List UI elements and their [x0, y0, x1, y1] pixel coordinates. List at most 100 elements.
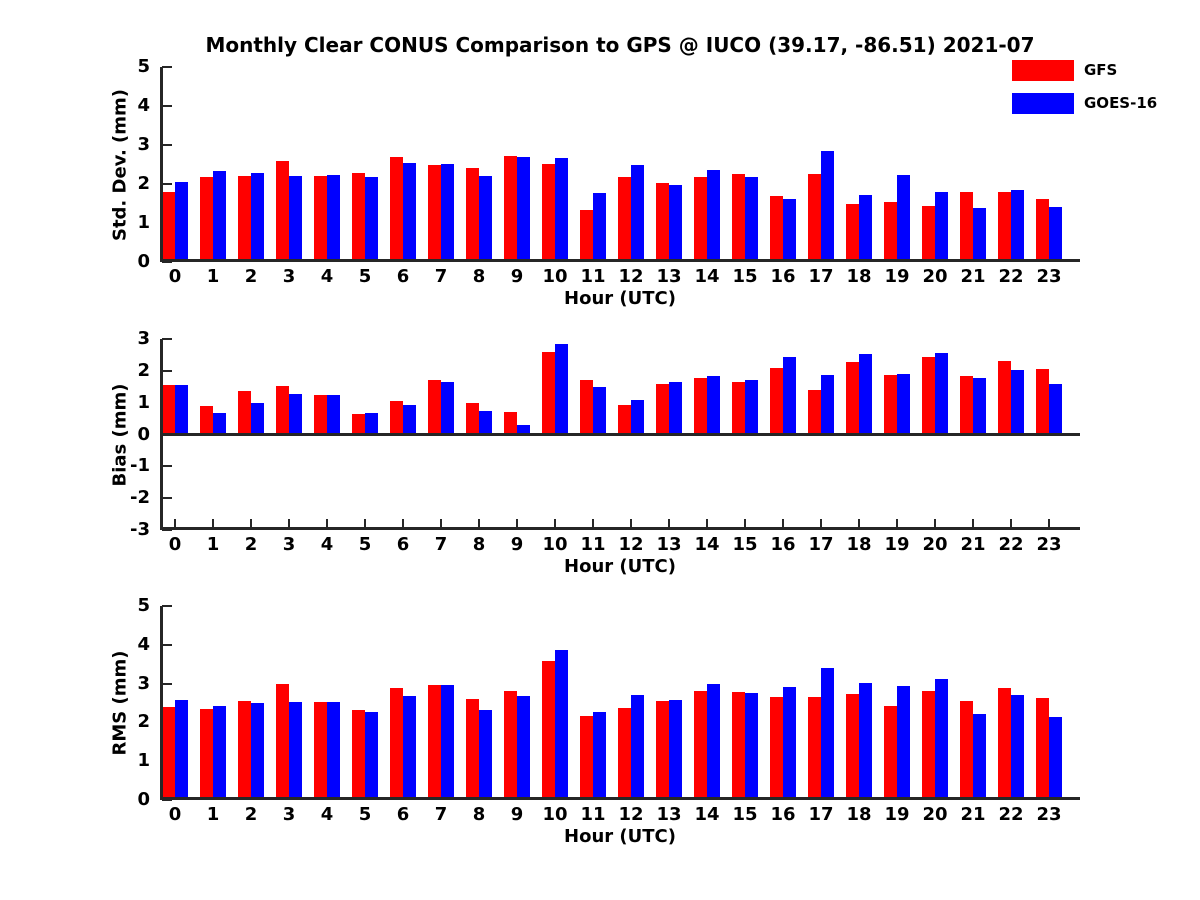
x-tick-mark: [554, 519, 556, 530]
bar-gfs-hour-4: [314, 702, 327, 800]
y-tick-label: 2: [137, 173, 150, 194]
zero-baseline: [160, 433, 1080, 436]
y-tick-mark: [162, 105, 172, 107]
bar-goes-16-hour-5: [365, 412, 378, 435]
bar-gfs-hour-19: [884, 374, 897, 435]
bar-goes-16-hour-18: [859, 354, 872, 435]
bar-goes-16-hour-13: [669, 185, 682, 262]
y-tick-mark: [162, 144, 172, 146]
x-axis-spine: [160, 259, 1080, 262]
bar-gfs-hour-10: [542, 661, 555, 800]
chart-title: Monthly Clear CONUS Comparison to GPS @ …: [205, 33, 1035, 57]
y-tick-label: 2: [137, 711, 150, 733]
x-tick-label: 21: [960, 266, 986, 287]
bar-gfs-hour-3: [276, 683, 289, 800]
bar-gfs-hour-10: [542, 351, 555, 435]
y-tick-label: 5: [137, 595, 150, 616]
bar-goes-16-hour-22: [1011, 369, 1024, 435]
bar-gfs-hour-6: [390, 688, 403, 800]
bar-gfs-hour-17: [808, 390, 821, 435]
bar-gfs-hour-21: [960, 192, 973, 262]
bar-gfs-hour-2: [238, 391, 251, 435]
bar-goes-16-hour-11: [593, 192, 606, 262]
y-tick-mark: [162, 799, 172, 801]
bar-gfs-hour-23: [1036, 198, 1049, 262]
x-tick-mark: [706, 519, 708, 530]
bar-gfs-hour-18: [846, 362, 859, 435]
bar-gfs-hour-16: [770, 697, 783, 800]
bar-gfs-hour-7: [428, 684, 441, 800]
bar-goes-16-hour-8: [479, 709, 492, 800]
bar-goes-16-hour-9: [517, 696, 530, 800]
bar-goes-16-hour-6: [403, 405, 416, 435]
x-tick-label: 4: [320, 266, 334, 287]
x-tick-label: 16: [770, 266, 796, 287]
y-tick-mark: [162, 369, 172, 372]
bar-gfs-hour-13: [656, 383, 669, 435]
x-tick-label: 19: [884, 266, 910, 287]
x-tick-mark: [972, 519, 974, 530]
bar-goes-16-hour-17: [821, 374, 834, 435]
bar-goes-16-hour-2: [251, 402, 264, 435]
x-tick-label: 8: [472, 266, 486, 287]
bar-goes-16-hour-20: [935, 191, 948, 262]
x-tick-label: 8: [472, 534, 486, 555]
x-tick-label: 22: [998, 804, 1024, 825]
x-tick-mark: [630, 519, 632, 530]
x-tick-label: 12: [618, 266, 644, 287]
bar-gfs-hour-9: [504, 155, 517, 262]
y-tick-mark: [162, 529, 172, 531]
bar-goes-16-hour-11: [593, 387, 606, 435]
bar-gfs-hour-21: [960, 701, 973, 800]
bar-goes-16-hour-19: [897, 175, 910, 262]
x-tick-label: 20: [922, 534, 948, 555]
bar-goes-16-hour-4: [327, 395, 340, 435]
x-axis-label: Hour (UTC): [564, 556, 676, 577]
bar-goes-16-hour-0: [175, 384, 188, 435]
y-tick-mark: [162, 465, 172, 468]
legend: GFS GOES-16: [1012, 60, 1157, 126]
bar-gfs-hour-23: [1036, 368, 1049, 435]
x-tick-label: 12: [618, 534, 644, 555]
goes16-color-swatch: [1012, 93, 1074, 114]
bar-gfs-hour-11: [580, 715, 593, 800]
x-tick-label: 21: [960, 804, 986, 825]
gfs-color-swatch: [1012, 60, 1074, 81]
y-tick-label: 1: [137, 391, 150, 413]
x-tick-label: 11: [580, 534, 606, 555]
bar-goes-16-hour-3: [289, 702, 302, 800]
y-tick-mark: [162, 682, 172, 685]
bar-goes-16-hour-1: [213, 171, 226, 262]
y-tick-label: 3: [137, 328, 150, 349]
x-tick-mark: [668, 519, 670, 530]
bar-gfs-hour-20: [922, 356, 935, 435]
bar-goes-16-hour-19: [897, 373, 910, 435]
x-tick-label: 9: [510, 804, 524, 825]
x-tick-label: 19: [884, 534, 910, 555]
bar-gfs-hour-22: [998, 688, 1011, 800]
bar-gfs-hour-11: [580, 380, 593, 435]
x-axis-label: Hour (UTC): [564, 288, 676, 309]
y-tick-label: 0: [137, 423, 150, 445]
x-tick-label: 17: [808, 534, 834, 555]
x-tick-mark: [592, 519, 594, 530]
x-tick-label: 15: [732, 266, 758, 287]
x-tick-label: 9: [510, 266, 524, 287]
bar-gfs-hour-19: [884, 706, 897, 800]
y-tick-label: 5: [137, 56, 150, 77]
bar-goes-16-hour-14: [707, 375, 720, 435]
bar-goes-16-hour-20: [935, 353, 948, 435]
bar-goes-16-hour-22: [1011, 695, 1024, 800]
x-tick-label: 0: [168, 266, 182, 287]
y-tick-label: 1: [137, 212, 150, 233]
x-tick-label: 8: [472, 804, 486, 825]
bar-gfs-hour-8: [466, 403, 479, 435]
bar-gfs-hour-8: [466, 167, 479, 262]
x-tick-label: 7: [434, 266, 448, 287]
y-axis-label: Bias (mm): [109, 383, 131, 486]
bar-gfs-hour-10: [542, 163, 555, 262]
bar-goes-16-hour-17: [821, 150, 834, 262]
bar-goes-16-hour-20: [935, 679, 948, 800]
bias-chart-panel: -3 -2 -1 0 1 2 3 0 1 2 3 4 5 6 7 8 9 10 11 12 13 14 15 16 17 18 19…: [110, 328, 1080, 577]
bar-goes-16-hour-9: [517, 157, 530, 262]
